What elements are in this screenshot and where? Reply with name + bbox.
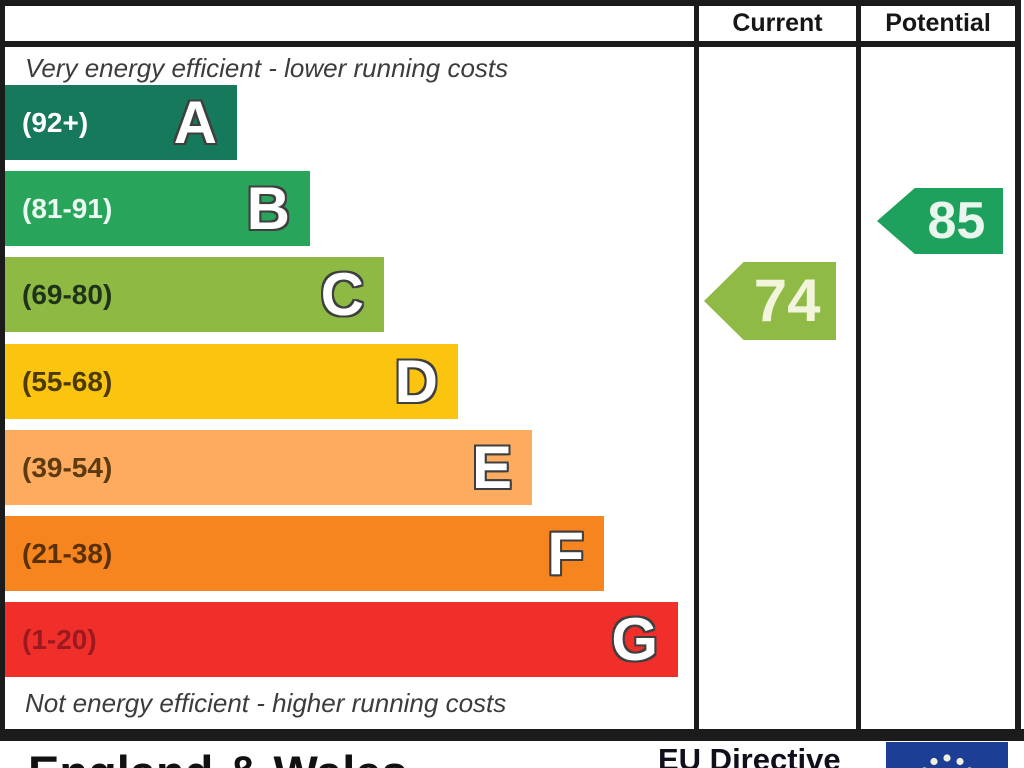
bottom-note: Not energy efficient - higher running co… — [25, 688, 507, 718]
band-range-label: (55-68) — [22, 366, 113, 397]
top-note: Very energy efficient - lower running co… — [25, 53, 509, 83]
column-divider-potential — [856, 0, 861, 736]
band-letter: A — [173, 89, 217, 156]
table-border-bottom — [0, 729, 1024, 741]
column-divider-current — [694, 0, 699, 736]
band-row: (1-20) G — [5, 602, 678, 677]
band-row: (55-68) D — [5, 344, 458, 419]
band-row: (39-54) E — [5, 430, 532, 505]
band-letter: E — [471, 434, 512, 501]
table-border-top — [0, 0, 1021, 6]
region-label: England & Wales — [28, 749, 408, 768]
band-range-label: (69-80) — [22, 279, 113, 310]
band-range-label: (39-54) — [22, 452, 113, 483]
band-letter: G — [611, 606, 658, 673]
band-letter: B — [246, 175, 290, 242]
band-letter: C — [320, 261, 364, 328]
band-range-label: (92+) — [22, 107, 89, 138]
band-range-label: (21-38) — [22, 538, 113, 569]
band-row: (81-91) B — [5, 171, 310, 246]
band-range-label: (81-91) — [22, 193, 113, 224]
table-border-right — [1015, 0, 1021, 736]
current-rating-value: 74 — [753, 267, 821, 334]
band-row: (21-38) F — [5, 516, 604, 591]
band-row: (69-80) C — [5, 257, 384, 332]
current-column-header: Current — [732, 9, 823, 37]
band-letter: D — [394, 348, 438, 415]
potential-rating-arrow: 85 — [877, 188, 1003, 254]
current-rating-arrow: 74 — [704, 262, 836, 340]
potential-rating-value: 85 — [927, 192, 986, 250]
band-letter: F — [547, 520, 584, 587]
eu-directive-label: EU Directive — [658, 742, 841, 768]
table-border-left — [0, 0, 5, 736]
potential-column-header: Potential — [885, 9, 991, 37]
band-row: (92+) A — [5, 85, 237, 160]
eu-flag-icon — [886, 742, 1008, 768]
band-range-label: (1-20) — [22, 624, 97, 655]
header-divider — [0, 41, 1021, 47]
